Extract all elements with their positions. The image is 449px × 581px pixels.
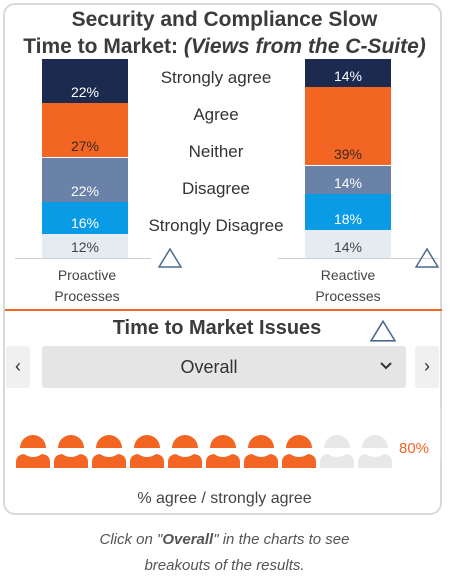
issue-select-value: Overall: [180, 357, 238, 377]
legend-neither: Neither: [188, 142, 244, 161]
person-icon-filled: [282, 435, 316, 468]
person-icon-empty: [358, 435, 392, 468]
footnote-line1: Click on "Overall" in the charts to see: [0, 527, 449, 553]
x-label-reactive-line2: Processes: [315, 288, 381, 304]
bar-segment-strongly-disagree: 14%: [305, 229, 391, 258]
x-label-reactive-line1: Reactive: [320, 267, 376, 283]
data-label: 27%: [70, 138, 100, 155]
proactive-baseline: [15, 258, 151, 259]
data-label: 14%: [333, 68, 363, 85]
person-icon-filled: [206, 435, 240, 468]
data-label: 12%: [70, 238, 100, 255]
person-icon-filled: [244, 435, 278, 468]
bar-segment-neither: 14%: [305, 165, 391, 194]
person-icon-filled: [92, 435, 126, 468]
data-label: 16%: [70, 214, 100, 231]
scrollbar[interactable]: [440, 408, 442, 458]
person-icon-empty: [320, 435, 354, 468]
drilldown-triangle-icon[interactable]: [158, 248, 182, 268]
reactive-baseline: [278, 258, 438, 259]
footnote-bold: Overall: [162, 531, 214, 548]
person-icon-filled: [168, 435, 202, 468]
data-label: 14%: [333, 238, 363, 255]
bar-segment-neither: 22%: [42, 157, 128, 202]
drilldown-triangle-icon[interactable]: [370, 320, 396, 342]
data-label: 18%: [333, 210, 363, 227]
data-label: 14%: [333, 174, 363, 191]
bar-segment-agree: 39%: [305, 87, 391, 166]
bar-segment-strongly-agree: 22%: [42, 59, 128, 104]
legend-strongly-agree: Strongly agree: [160, 68, 272, 87]
title-line-2-prefix: Time to Market:: [23, 35, 184, 58]
legend-agree: Agree: [193, 105, 239, 124]
person-icon-filled: [54, 435, 88, 468]
drilldown-triangle-icon[interactable]: [415, 248, 439, 268]
bar-segment-disagree: 18%: [305, 193, 391, 230]
x-label-proactive-line1: Proactive: [57, 267, 117, 283]
data-label: 39%: [333, 146, 363, 163]
legend-strongly-disagree: Strongly Disagree: [148, 216, 284, 235]
issues-title: Time to Market Issues: [112, 317, 322, 339]
data-label: 22%: [70, 84, 100, 101]
footnote-suffix: " in the charts to see: [213, 531, 350, 548]
data-label: 22%: [70, 182, 100, 199]
next-button[interactable]: ›: [415, 346, 439, 388]
x-label-reactive: Reactive Processes: [283, 265, 413, 307]
issue-select[interactable]: Overall: [42, 346, 406, 388]
footnote: Click on "Overall" in the charts to see …: [0, 527, 449, 579]
prev-button[interactable]: ‹: [6, 346, 30, 388]
bar-segment-disagree: 16%: [42, 201, 128, 234]
bar-segment-strongly-disagree: 12%: [42, 233, 128, 258]
chart-title: Security and Compliance Slow Time to Mar…: [0, 6, 449, 60]
percent-label: 80%: [399, 440, 430, 457]
title-subtitle: (Views from the C-Suite): [183, 35, 426, 58]
bar-segment-agree: 27%: [42, 103, 128, 158]
section-divider: [5, 309, 442, 311]
title-line-1: Security and Compliance Slow: [71, 8, 378, 31]
footnote-line2: breakouts of the results.: [144, 557, 305, 574]
person-icon-filled: [16, 435, 50, 468]
person-icon-filled: [130, 435, 164, 468]
x-label-proactive-line2: Processes: [54, 288, 120, 304]
title-line-2: Time to Market: (Views from the C-Suite): [0, 33, 449, 60]
icon-caption: % agree / strongly agree: [137, 490, 312, 507]
x-label-proactive: Proactive Processes: [22, 265, 152, 307]
legend-disagree: Disagree: [181, 179, 251, 198]
footnote-prefix: Click on ": [99, 531, 163, 548]
chevron-down-icon: [380, 362, 392, 370]
bar-segment-strongly-agree: 14%: [305, 59, 391, 88]
